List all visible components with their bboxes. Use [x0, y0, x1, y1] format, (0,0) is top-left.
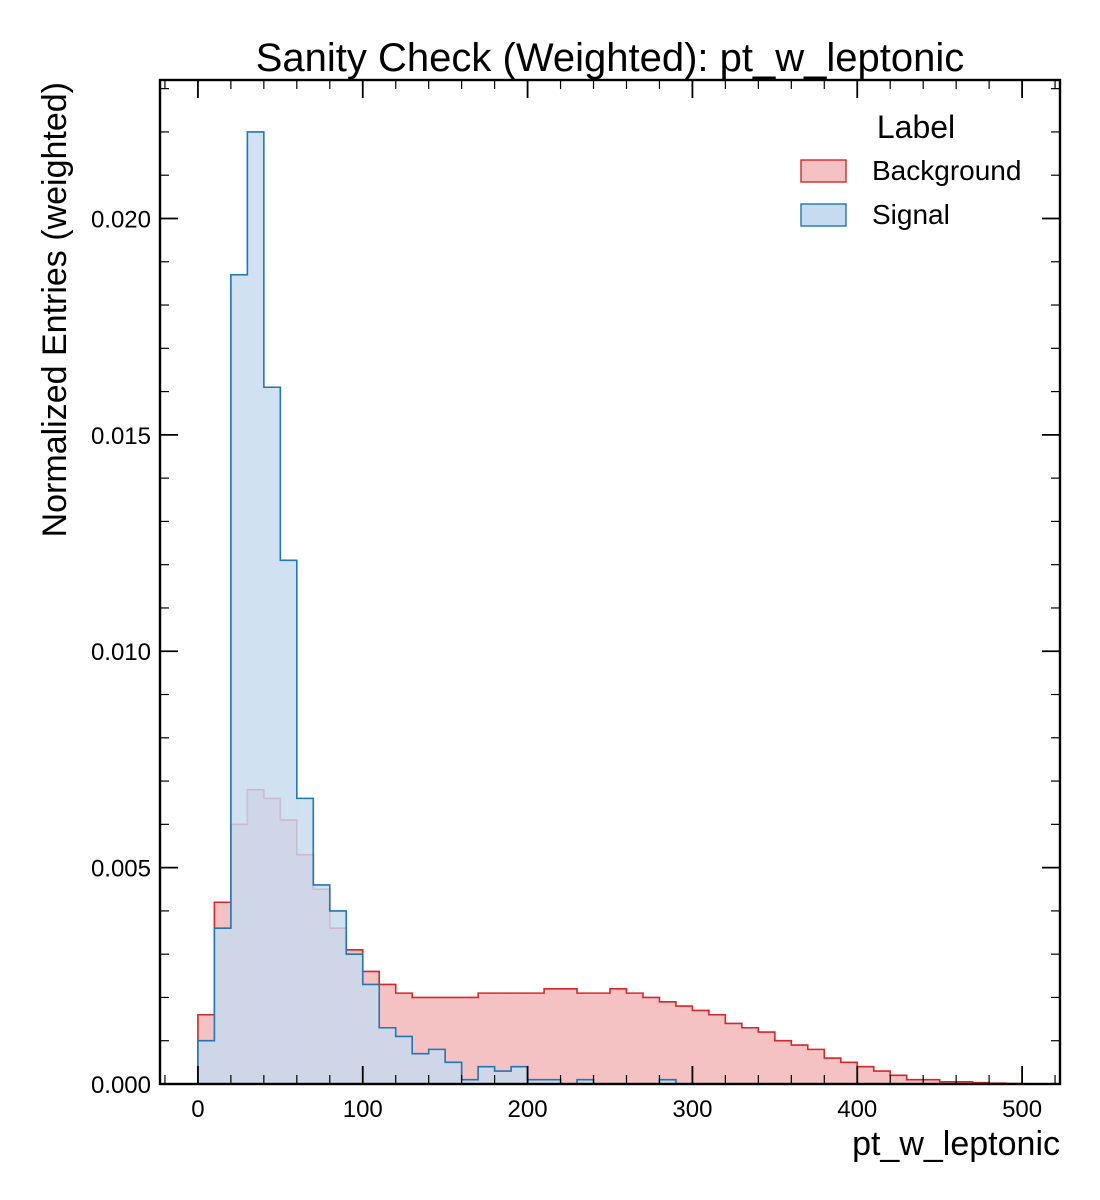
background-bin-41: [873, 1071, 891, 1084]
legend-label-signal: Signal: [872, 199, 950, 230]
background-bin-42: [890, 1075, 907, 1084]
signal-bin-2: [230, 274, 248, 1084]
signal-bin-3: [247, 131, 265, 1084]
signal-bin-19: [511, 1066, 528, 1084]
legend-swatch-background: [800, 159, 847, 183]
legend-label-background: Background: [872, 155, 1021, 186]
background-bin-17: [478, 993, 495, 1084]
background-bin-38: [824, 1058, 842, 1084]
signal-bin-5: [280, 560, 298, 1084]
background-bin-22: [560, 988, 578, 1084]
signal-bin-9: [346, 954, 364, 1084]
background-bin-23: [577, 993, 594, 1084]
x-tick-label-3: 300: [672, 1096, 712, 1123]
signal-series: [197, 131, 1023, 1085]
x-tick-label-2: 200: [508, 1096, 548, 1123]
signal-bin-13: [412, 1053, 429, 1084]
background-bin-19: [511, 993, 528, 1084]
y-tick-label-3: 0.015: [91, 423, 151, 450]
background-bin-37: [807, 1049, 825, 1084]
signal-bin-8: [329, 910, 347, 1084]
legend-swatch-signal: [800, 203, 847, 227]
legend-item-background: Background: [800, 155, 1021, 186]
signal-bin-11: [379, 1027, 397, 1084]
y-tick-label-4: 0.020: [91, 206, 151, 233]
signal-bin-14: [428, 1049, 446, 1084]
background-bin-34: [758, 1032, 776, 1084]
y-axis: 0.000 0.005 0.010 0.015 0.020: [91, 88, 1060, 1099]
y-axis-label: Normalized Entries (weighted): [36, 82, 74, 537]
signal-bin-18: [494, 1071, 512, 1084]
signal-bin-21: [544, 1079, 561, 1084]
signal-bin-4: [263, 387, 281, 1084]
background-bin-30: [692, 1010, 710, 1084]
legend: Label Background Signal: [800, 109, 1021, 230]
signal-bin-6: [296, 798, 314, 1084]
background-bin-21: [544, 988, 561, 1084]
background-bin-43: [906, 1079, 924, 1084]
signal-bin-20: [527, 1079, 545, 1084]
legend-title: Label: [877, 109, 955, 145]
signal-bin-10: [362, 984, 380, 1084]
background-bin-31: [708, 1014, 726, 1084]
chart-title: Sanity Check (Weighted): pt_w_leptonic: [256, 36, 965, 80]
y-tick-label-1: 0.005: [91, 856, 151, 883]
y-tick-label-0: 0.000: [91, 1072, 151, 1099]
legend-items: Background Signal: [800, 155, 1021, 230]
signal-bin-28: [659, 1079, 677, 1084]
background-bin-33: [741, 1027, 759, 1084]
background-bin-32: [725, 1023, 743, 1084]
signal-bin-1: [214, 928, 232, 1084]
x-tick-label-4: 400: [837, 1096, 877, 1123]
background-bin-29: [675, 1006, 693, 1084]
signal-bin-16: [461, 1079, 479, 1084]
background-bin-26: [626, 993, 644, 1084]
x-tick-label-0: 0: [191, 1096, 204, 1123]
background-bin-27: [642, 997, 660, 1084]
x-tick-label-1: 100: [343, 1096, 383, 1123]
background-bin-40: [857, 1066, 875, 1084]
background-bin-16: [461, 997, 479, 1084]
background-bin-44: [923, 1079, 940, 1084]
y-tick-label-2: 0.010: [91, 639, 151, 666]
background-bin-20: [527, 993, 545, 1084]
signal-bin-23: [577, 1079, 594, 1084]
background-bin-35: [774, 1040, 792, 1084]
signal-bin-7: [313, 884, 331, 1084]
plot-area: [197, 131, 1023, 1085]
signal-bin-0: [197, 1040, 215, 1084]
signal-bin-15: [445, 1062, 462, 1084]
x-axis-label: pt_w_leptonic: [852, 1125, 1060, 1163]
x-axis: 0 100 200 300 400 500: [164, 80, 1056, 1123]
signal-bin-12: [395, 1036, 413, 1084]
background-bin-28: [659, 1001, 677, 1084]
legend-item-signal: Signal: [800, 199, 950, 230]
background-bin-25: [610, 988, 627, 1084]
background-bin-39: [840, 1062, 858, 1084]
signal-bin-17: [478, 1066, 495, 1084]
x-tick-label-5: 500: [1002, 1096, 1042, 1123]
background-bin-24: [593, 993, 611, 1084]
background-bin-18: [494, 993, 512, 1084]
plot-frame: [158, 78, 1062, 1086]
background-bin-36: [791, 1045, 809, 1084]
